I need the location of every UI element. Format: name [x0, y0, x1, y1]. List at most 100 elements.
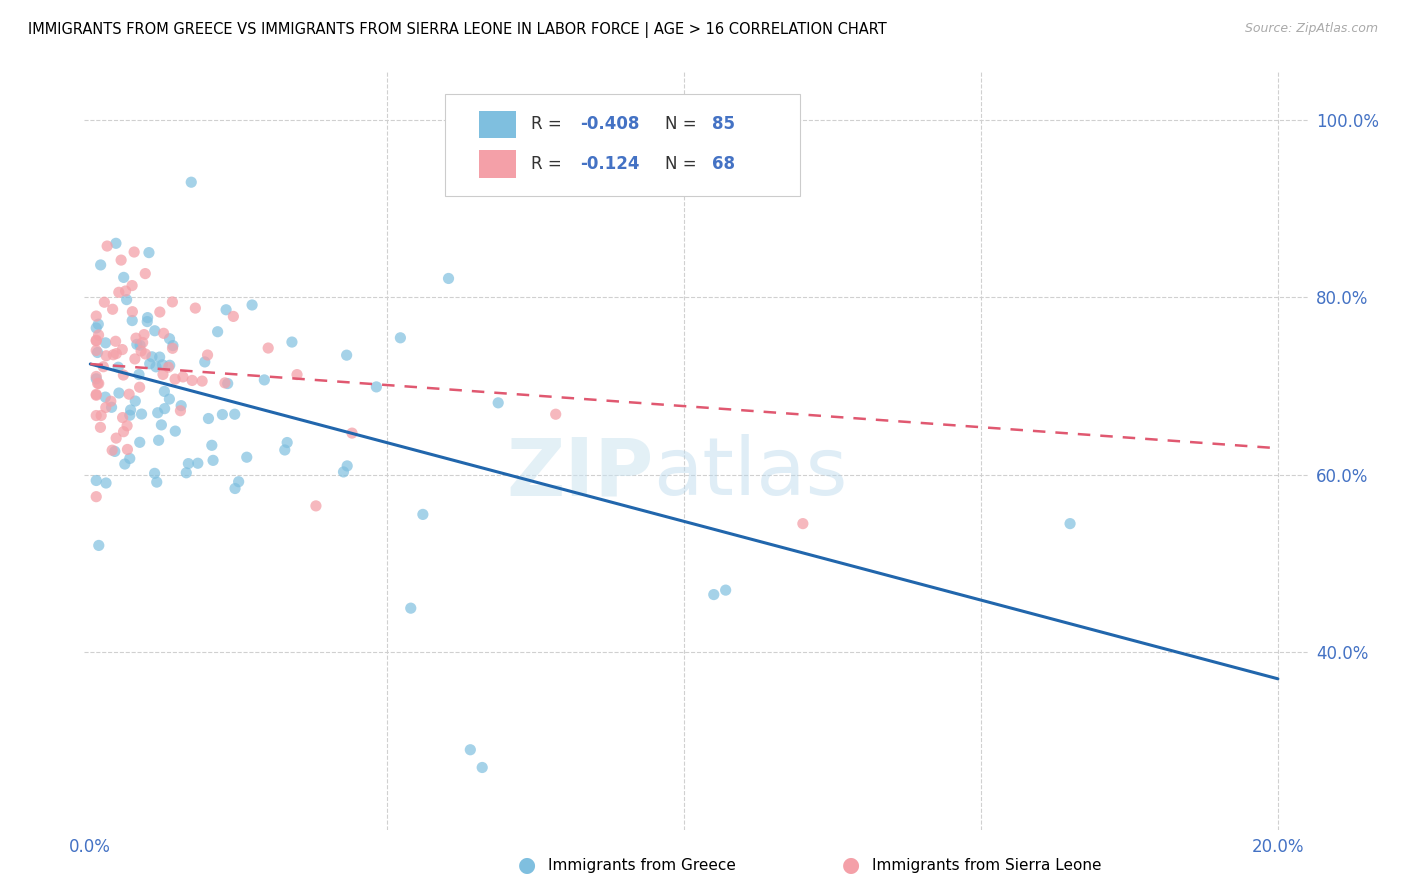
- Point: [703, 588, 725, 602]
- Point: [148, 434, 170, 448]
- Point: [131, 407, 153, 421]
- Point: [112, 270, 135, 285]
- Point: [96, 239, 118, 253]
- Point: [112, 368, 135, 382]
- Point: [121, 278, 143, 293]
- Point: [152, 358, 174, 372]
- Point: [93, 295, 115, 310]
- Point: [152, 326, 174, 341]
- Point: [101, 443, 124, 458]
- Point: [111, 343, 134, 357]
- Point: [153, 401, 176, 416]
- Point: [107, 360, 129, 375]
- Text: Immigrants from Greece: Immigrants from Greece: [548, 858, 737, 872]
- Point: [274, 442, 297, 457]
- Point: [197, 411, 219, 425]
- Point: [96, 349, 118, 363]
- FancyBboxPatch shape: [446, 95, 800, 196]
- Point: [84, 388, 107, 402]
- Point: [91, 359, 114, 374]
- Point: [100, 394, 122, 409]
- Point: [90, 258, 112, 272]
- Point: [152, 368, 174, 382]
- Point: [336, 458, 359, 473]
- Point: [169, 403, 191, 417]
- Point: [136, 315, 159, 329]
- Point: [177, 457, 200, 471]
- Point: [389, 331, 412, 345]
- Point: [162, 341, 184, 355]
- Point: [124, 394, 146, 409]
- Point: [100, 401, 122, 415]
- Point: [165, 424, 187, 438]
- Text: ●: ●: [519, 855, 536, 875]
- Point: [336, 348, 359, 362]
- Point: [471, 760, 494, 774]
- Point: [128, 435, 150, 450]
- Point: [86, 376, 108, 391]
- Point: [153, 384, 176, 399]
- Point: [84, 490, 107, 504]
- Point: [792, 516, 814, 531]
- Point: [170, 399, 193, 413]
- Point: [131, 335, 153, 350]
- Point: [162, 338, 184, 352]
- Point: [84, 343, 107, 358]
- Text: ●: ●: [842, 855, 859, 875]
- Point: [114, 457, 136, 471]
- Point: [122, 245, 145, 260]
- Point: [145, 359, 167, 374]
- Point: [281, 334, 304, 349]
- Point: [134, 347, 156, 361]
- Point: [87, 538, 110, 552]
- Point: [94, 475, 117, 490]
- Point: [366, 380, 388, 394]
- Point: [172, 370, 194, 384]
- Point: [217, 376, 239, 391]
- Point: [240, 298, 263, 312]
- Point: [118, 451, 141, 466]
- Point: [143, 324, 166, 338]
- Point: [105, 431, 128, 445]
- Point: [544, 407, 567, 421]
- Point: [157, 360, 180, 375]
- Point: [412, 508, 434, 522]
- Point: [143, 467, 166, 481]
- Point: [207, 325, 229, 339]
- Point: [120, 403, 142, 417]
- Point: [89, 420, 111, 434]
- Text: -0.124: -0.124: [579, 155, 640, 173]
- Point: [115, 293, 138, 307]
- Point: [121, 313, 143, 327]
- Point: [94, 401, 117, 415]
- Point: [162, 294, 184, 309]
- Point: [714, 583, 737, 598]
- Point: [84, 309, 107, 323]
- Point: [112, 425, 135, 439]
- Point: [285, 368, 308, 382]
- Text: 68: 68: [711, 155, 735, 173]
- FancyBboxPatch shape: [479, 111, 516, 138]
- Text: Source: ZipAtlas.com: Source: ZipAtlas.com: [1244, 22, 1378, 36]
- Point: [90, 409, 112, 423]
- FancyBboxPatch shape: [479, 150, 516, 178]
- Point: [159, 359, 181, 373]
- Point: [141, 350, 163, 364]
- Point: [332, 465, 354, 479]
- Point: [124, 351, 146, 366]
- Text: IMMIGRANTS FROM GREECE VS IMMIGRANTS FROM SIERRA LEONE IN LABOR FORCE | AGE > 16: IMMIGRANTS FROM GREECE VS IMMIGRANTS FRO…: [28, 22, 887, 38]
- Text: R =: R =: [531, 155, 561, 173]
- Point: [174, 466, 197, 480]
- Point: [1059, 516, 1081, 531]
- Point: [194, 355, 217, 369]
- Point: [101, 302, 124, 317]
- Point: [84, 334, 107, 348]
- Point: [150, 417, 173, 432]
- Point: [118, 408, 141, 422]
- Point: [399, 601, 422, 615]
- Point: [149, 350, 172, 364]
- Point: [228, 475, 250, 489]
- Point: [94, 390, 117, 404]
- Point: [437, 271, 460, 285]
- Point: [201, 438, 224, 452]
